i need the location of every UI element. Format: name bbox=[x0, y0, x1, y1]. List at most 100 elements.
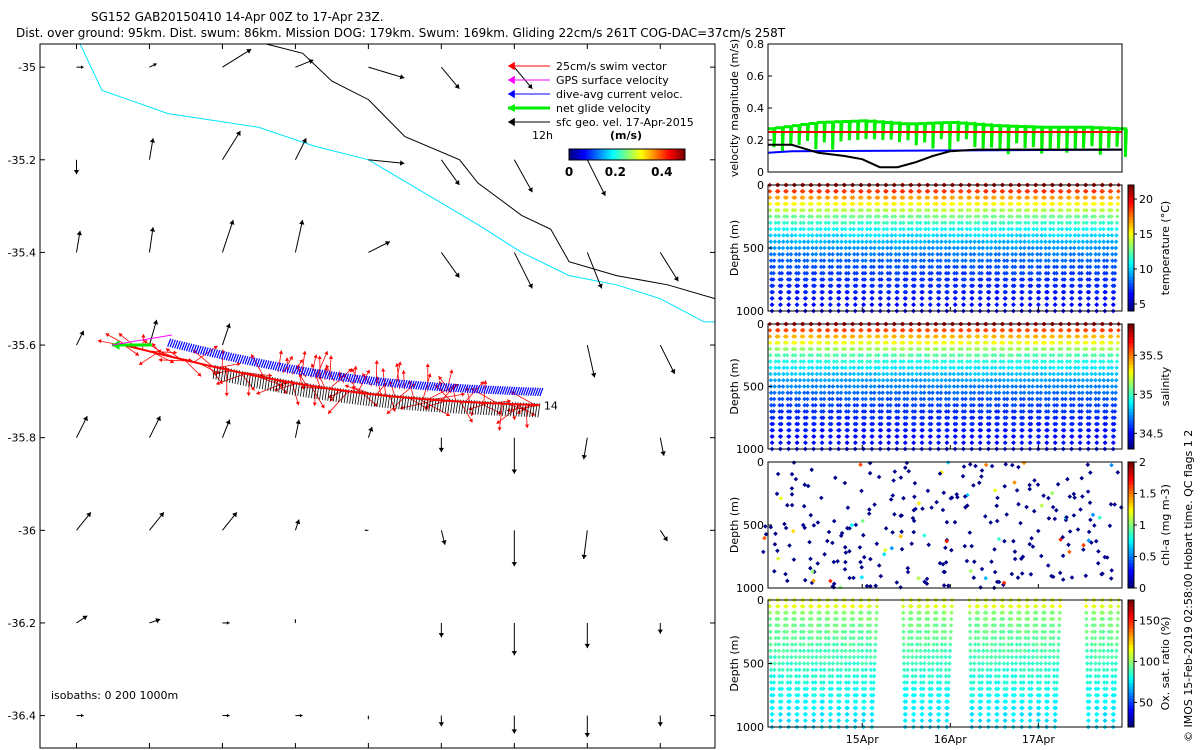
swim-vector bbox=[524, 404, 530, 428]
swim-vector bbox=[497, 403, 503, 431]
y-tick-label: -36.4 bbox=[8, 710, 36, 723]
colorbar-cell bbox=[667, 149, 670, 160]
profile-point bbox=[795, 289, 801, 295]
dive-avg-current-vector bbox=[361, 375, 366, 384]
colorbar-cell bbox=[661, 149, 664, 160]
colorbar-cell bbox=[1128, 569, 1134, 573]
geo-velocity-arrow bbox=[222, 130, 241, 161]
colorbar-cell bbox=[1128, 553, 1134, 557]
time-label: 12h bbox=[532, 129, 553, 142]
colorbar-cell bbox=[1128, 197, 1134, 202]
dive-avg-current-vector bbox=[258, 358, 263, 368]
dive-avg-current-vector bbox=[478, 385, 483, 394]
sfc-geo-series bbox=[768, 143, 1122, 169]
colorbar-cell bbox=[1128, 540, 1134, 545]
dive-avg-current-vector bbox=[183, 342, 188, 351]
colorbar-cell bbox=[677, 149, 680, 160]
isobath-200m bbox=[79, 44, 715, 323]
profile-point bbox=[787, 277, 793, 282]
dive-avg-current-vector bbox=[272, 361, 277, 371]
profile-point bbox=[778, 289, 784, 295]
colorbar-cell bbox=[607, 149, 610, 160]
swim-vector bbox=[325, 364, 335, 382]
isobaths-label: isobaths: 0 200 1000m bbox=[51, 689, 178, 702]
colorbar-cell bbox=[1128, 411, 1134, 416]
glider-track bbox=[123, 344, 540, 407]
colorbar-cell bbox=[1128, 333, 1134, 337]
colorbar-cell bbox=[1128, 330, 1134, 334]
colorbar-cell bbox=[1128, 367, 1134, 372]
geo-velocity-arrow bbox=[511, 530, 517, 567]
geo-velocity-arrow bbox=[76, 65, 84, 69]
depth-ylabel: Depth (m) bbox=[728, 358, 741, 414]
profile-point bbox=[787, 289, 792, 295]
dive-avg-current-vector bbox=[286, 364, 291, 373]
dive-avg-current-vector bbox=[410, 380, 415, 390]
dive-avg-current-vector bbox=[244, 356, 249, 365]
dive-avg-current-vector bbox=[293, 365, 298, 374]
geo-velocity-arrow bbox=[367, 426, 374, 438]
dive-avg-current-vector bbox=[506, 386, 511, 395]
geo-velocity-arrow bbox=[222, 48, 252, 68]
y-tick-label: 0 bbox=[757, 179, 764, 192]
y-tick-label: 1000 bbox=[736, 443, 764, 456]
dive-avg-current-vector bbox=[520, 387, 525, 396]
dive-avg-current-vector bbox=[522, 387, 528, 396]
colorbar-cell bbox=[1128, 383, 1134, 387]
colorbar-cell bbox=[1128, 417, 1134, 422]
colorbar-cell bbox=[1128, 257, 1134, 262]
colorbar-cell bbox=[649, 149, 652, 160]
colorbar-cell bbox=[1128, 386, 1134, 391]
dive-avg-current-vector bbox=[405, 380, 411, 389]
colorbar-cell bbox=[1128, 298, 1134, 303]
colorbar-cell bbox=[1128, 506, 1134, 510]
colorbar-cell bbox=[1128, 355, 1134, 359]
swim-vector bbox=[315, 350, 329, 379]
dive-avg-current-vector bbox=[387, 378, 392, 387]
dive-avg-current-vector bbox=[323, 370, 329, 379]
profile-point bbox=[788, 258, 794, 263]
colorbar-cell bbox=[665, 149, 668, 160]
dive-avg-current-vector bbox=[518, 386, 523, 396]
legend-arrow bbox=[508, 75, 550, 85]
geo-velocity-arrow bbox=[438, 622, 444, 638]
dive-avg-current-vector bbox=[532, 387, 537, 396]
colorbar-cell bbox=[1128, 191, 1134, 195]
profile-point bbox=[778, 302, 783, 307]
dive-avg-current-vector bbox=[462, 384, 467, 393]
colorbar-cell bbox=[1128, 439, 1134, 444]
geo-velocity-arrow bbox=[586, 252, 603, 289]
geo-velocity-arrow bbox=[584, 715, 590, 738]
dive-avg-current-vector bbox=[300, 366, 305, 376]
colorbar-cell bbox=[1128, 531, 1134, 535]
colorbar-cell bbox=[1128, 241, 1134, 246]
colorbar-cell bbox=[1128, 377, 1134, 381]
colorbar-tick-label: 1.5 bbox=[1139, 488, 1157, 501]
swim-vector bbox=[141, 334, 146, 350]
dive-avg-current-vector bbox=[380, 377, 385, 387]
dive-avg-current-vector bbox=[249, 357, 254, 366]
colorbar-cell bbox=[1128, 578, 1134, 583]
colorbar-cell bbox=[1128, 465, 1134, 469]
geo-velocity-arrow bbox=[222, 512, 238, 531]
colorbar-cell bbox=[1128, 270, 1134, 274]
colorbar-cell bbox=[1128, 543, 1134, 548]
dive-avg-current-vector bbox=[342, 373, 347, 382]
colorbar-cell bbox=[659, 149, 662, 160]
colorbar-cell bbox=[1128, 282, 1134, 287]
profile-point bbox=[771, 264, 777, 270]
dive-avg-current-vector bbox=[176, 340, 181, 350]
colorbar-cell bbox=[653, 149, 656, 160]
geo-velocity-arrow bbox=[659, 530, 668, 542]
profile-point bbox=[805, 258, 810, 263]
colorbar-cell bbox=[1128, 361, 1134, 366]
geo-velocity-arrow bbox=[657, 622, 663, 634]
legend-arrow bbox=[508, 103, 550, 113]
dive-avg-current-vector bbox=[277, 362, 282, 372]
colorbar-tick-label: 2 bbox=[1139, 456, 1146, 469]
colorbar-cell bbox=[1128, 263, 1134, 268]
swim-vector bbox=[386, 397, 405, 415]
colorbar-cell bbox=[1128, 244, 1134, 249]
colorbar-cell bbox=[1128, 402, 1134, 406]
